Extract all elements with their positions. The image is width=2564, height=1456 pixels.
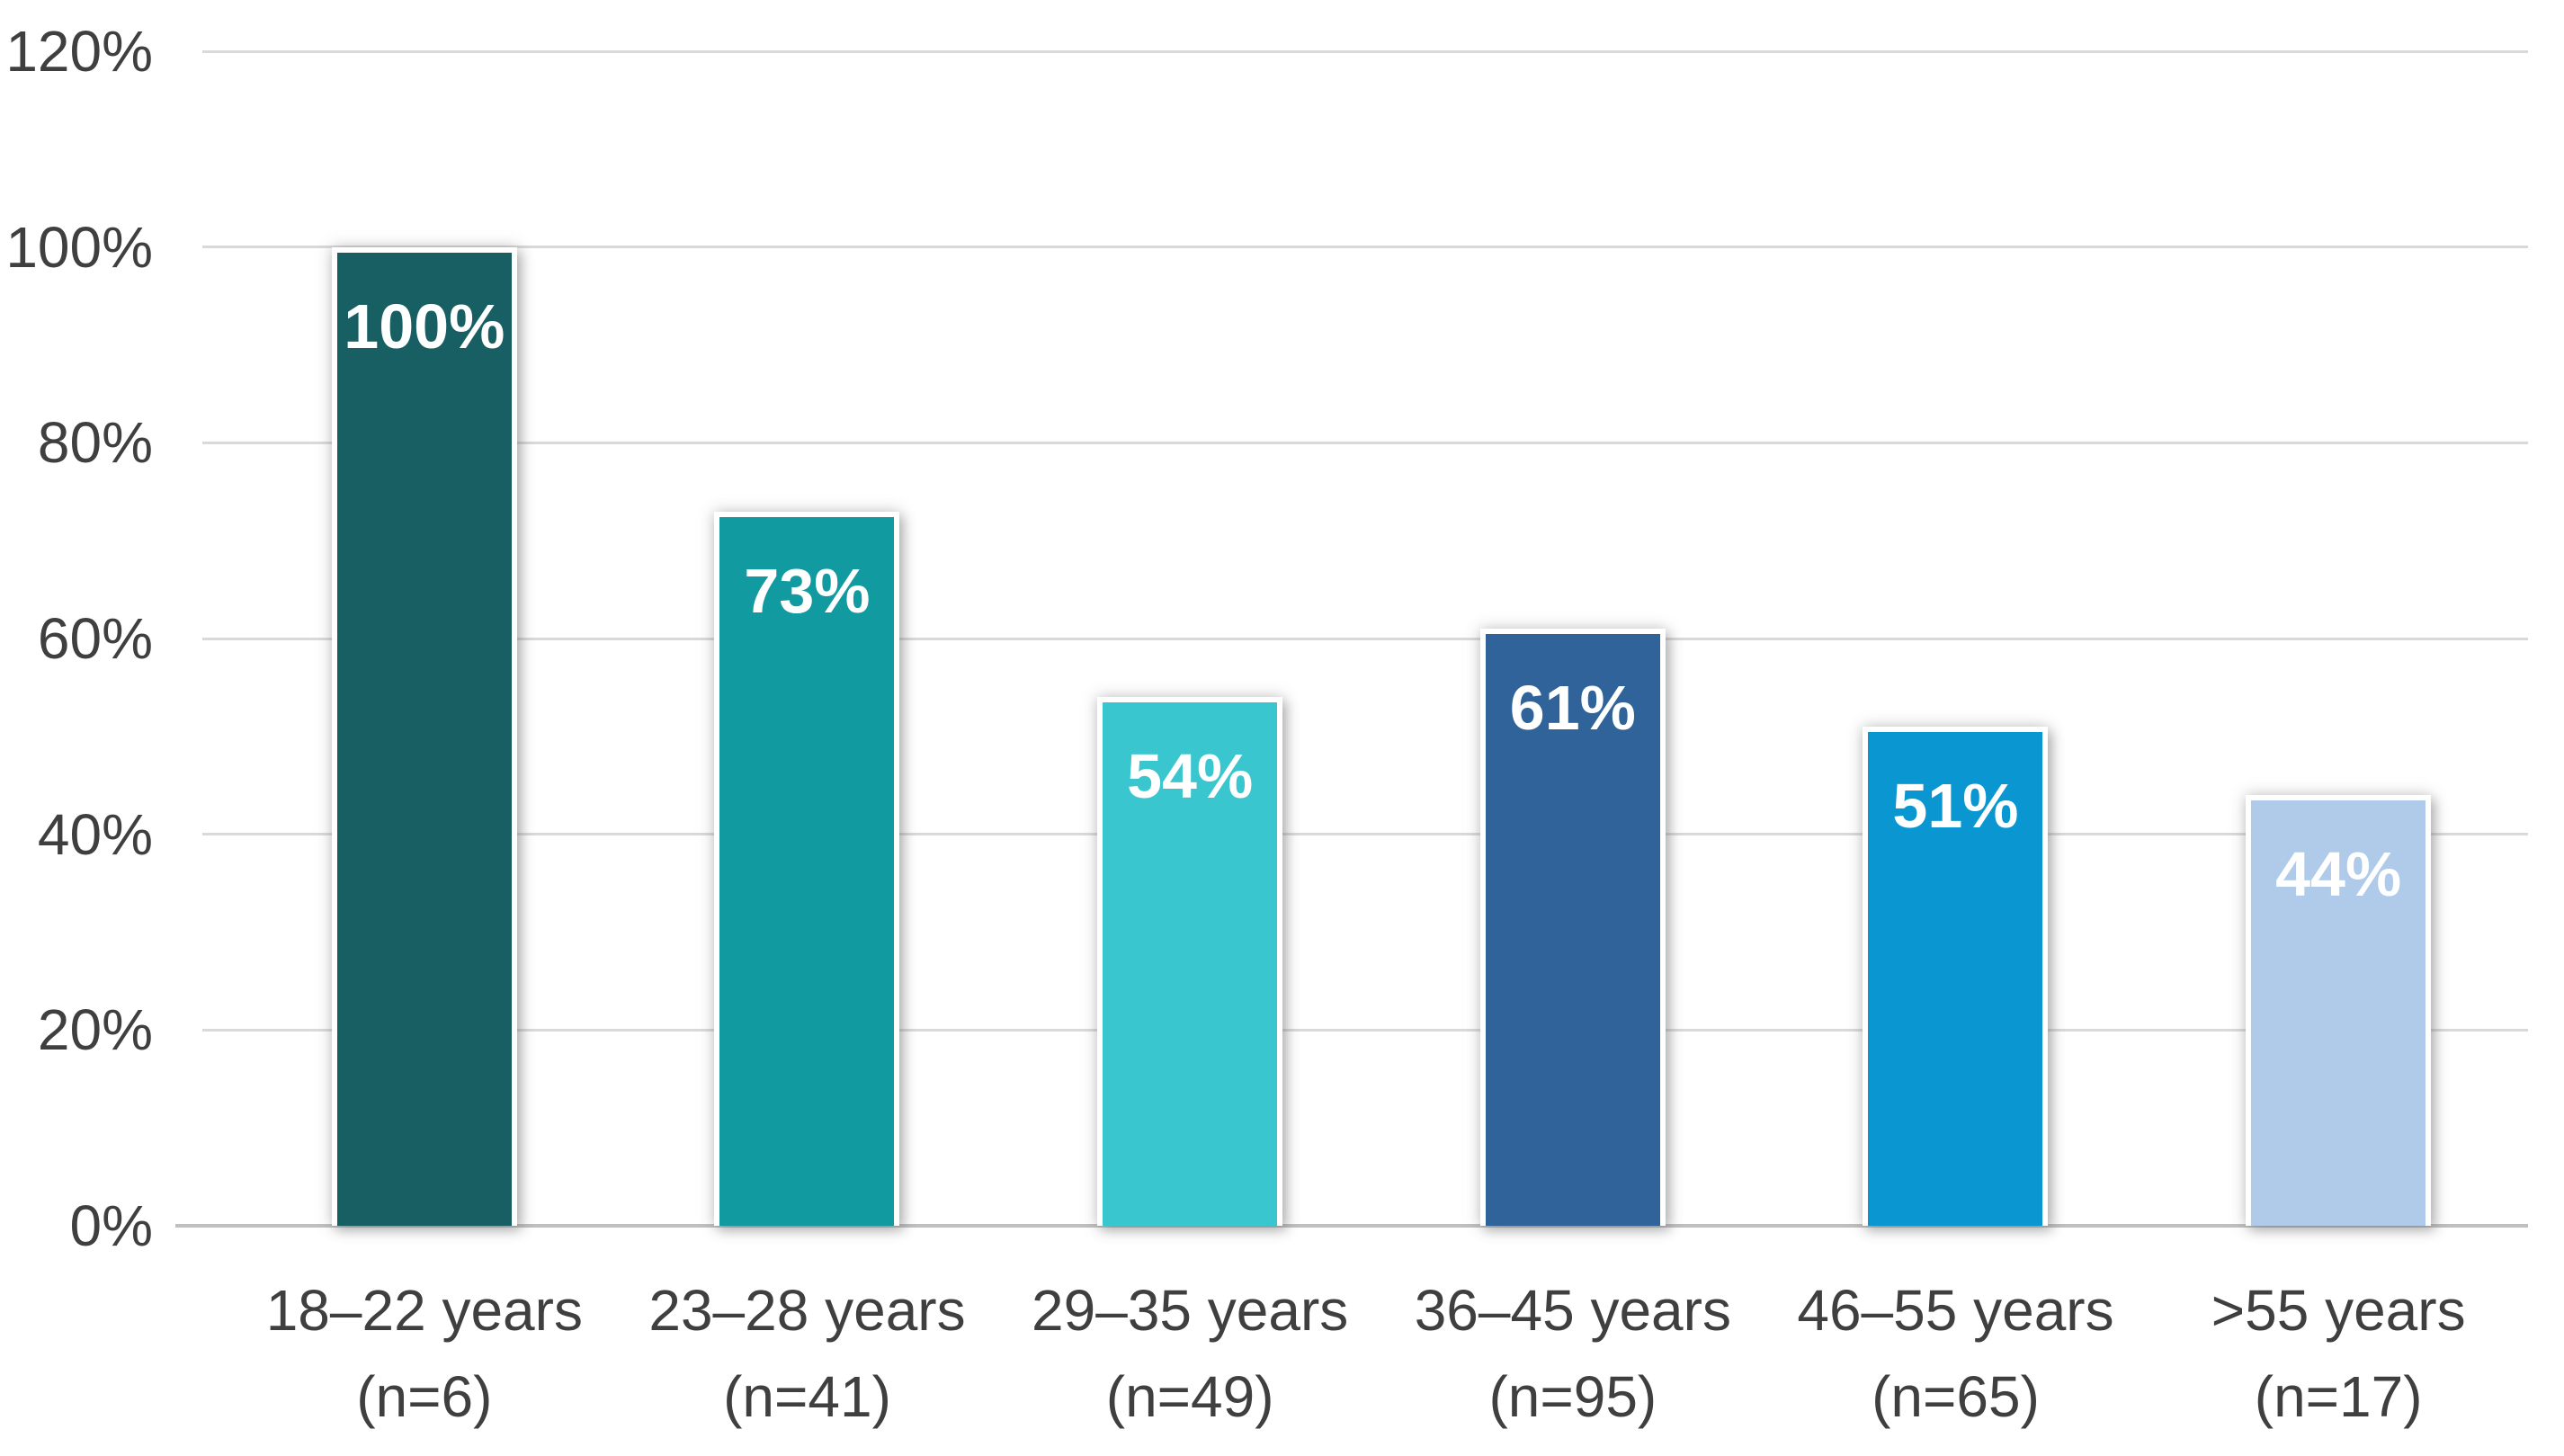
- bar-slot: 44% >55 years (n=17): [2147, 51, 2530, 1429]
- x-category-range: 46–55 years: [1797, 1278, 2114, 1343]
- gridline: [202, 49, 2528, 53]
- bar-slot: 61% 36–45 years (n=95): [1381, 51, 1764, 1429]
- gridline: [202, 246, 2528, 249]
- x-category-label: 46–55 years (n=65): [1711, 1267, 2202, 1440]
- gridline: [202, 1028, 2528, 1032]
- y-tick-label: 100%: [5, 214, 153, 280]
- bar-value-label: 61%: [1509, 673, 1636, 744]
- y-tick-label: 80%: [37, 410, 153, 476]
- x-category-range: 29–35 years: [1032, 1278, 1349, 1343]
- bar-slot: 51% 46–55 years (n=65): [1764, 51, 2148, 1429]
- x-category-label: 36–45 years (n=95): [1327, 1267, 1818, 1440]
- x-category-label: 29–35 years (n=49): [944, 1267, 1435, 1440]
- bar-value-label: 51%: [1892, 770, 2019, 841]
- bar-value-label: 44%: [2275, 839, 2402, 910]
- x-category-sample-size: (n=6): [356, 1364, 493, 1429]
- bar-slot: 54% 29–35 years (n=49): [998, 51, 1381, 1429]
- x-category-label: >55 years (n=17): [2093, 1267, 2564, 1440]
- bar: 44%: [2246, 795, 2432, 1226]
- x-category-sample-size: (n=65): [1872, 1364, 2040, 1429]
- y-tick-label: 20%: [37, 997, 153, 1063]
- x-axis-line: [175, 1224, 2528, 1228]
- bar-value-label: 73%: [744, 555, 871, 626]
- bar: 73%: [714, 511, 900, 1226]
- gridline: [202, 833, 2528, 836]
- y-tick-label: 120%: [5, 19, 153, 84]
- bar: 54%: [1097, 697, 1283, 1226]
- x-category-range: >55 years: [2211, 1278, 2466, 1343]
- x-category-label: 18–22 years (n=6): [179, 1267, 670, 1440]
- bar: 61%: [1479, 629, 1666, 1226]
- x-category-range: 36–45 years: [1414, 1278, 1731, 1343]
- x-category-label: 23–28 years (n=41): [562, 1267, 1053, 1440]
- x-category-sample-size: (n=95): [1488, 1364, 1657, 1429]
- x-category-sample-size: (n=17): [2254, 1364, 2423, 1429]
- bar-slot: 100% 18–22 years (n=6): [233, 51, 616, 1429]
- bar: 100%: [331, 246, 517, 1226]
- bar-value-label: 54%: [1127, 741, 1254, 812]
- y-tick-label: 40%: [37, 801, 153, 867]
- x-category-range: 23–28 years: [648, 1278, 966, 1343]
- x-category-range: 18–22 years: [265, 1278, 583, 1343]
- y-tick-label: 60%: [37, 606, 153, 671]
- y-tick-label: 0%: [69, 1193, 154, 1258]
- gridline: [202, 637, 2528, 640]
- bar-slot: 73% 23–28 years (n=41): [616, 51, 999, 1429]
- x-category-sample-size: (n=49): [1105, 1364, 1274, 1429]
- gridline: [202, 441, 2528, 444]
- plot-area: 0% 20% 40% 60% 80% 100% 120% 100% 18–22 years (n…: [5, 22, 2530, 1429]
- x-category-sample-size: (n=41): [723, 1364, 891, 1429]
- bar: 51%: [1863, 726, 2049, 1226]
- bar-value-label: 100%: [344, 290, 505, 362]
